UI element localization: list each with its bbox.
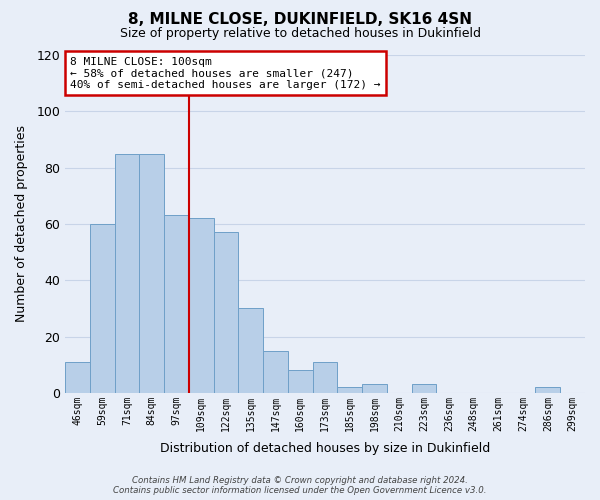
Bar xyxy=(65,362,90,393)
Bar xyxy=(115,154,139,393)
Bar xyxy=(238,308,263,393)
Text: Contains HM Land Registry data © Crown copyright and database right 2024.
Contai: Contains HM Land Registry data © Crown c… xyxy=(113,476,487,495)
X-axis label: Distribution of detached houses by size in Dukinfield: Distribution of detached houses by size … xyxy=(160,442,490,455)
Bar xyxy=(288,370,313,393)
Bar xyxy=(535,387,560,393)
Bar xyxy=(263,350,288,393)
Bar xyxy=(189,218,214,393)
Bar xyxy=(313,362,337,393)
Text: Size of property relative to detached houses in Dukinfield: Size of property relative to detached ho… xyxy=(119,28,481,40)
Bar xyxy=(412,384,436,393)
Y-axis label: Number of detached properties: Number of detached properties xyxy=(15,126,28,322)
Text: 8 MILNE CLOSE: 100sqm
← 58% of detached houses are smaller (247)
40% of semi-det: 8 MILNE CLOSE: 100sqm ← 58% of detached … xyxy=(70,56,381,90)
Bar xyxy=(164,216,189,393)
Bar xyxy=(362,384,387,393)
Bar xyxy=(337,387,362,393)
Bar xyxy=(139,154,164,393)
Bar xyxy=(214,232,238,393)
Text: 8, MILNE CLOSE, DUKINFIELD, SK16 4SN: 8, MILNE CLOSE, DUKINFIELD, SK16 4SN xyxy=(128,12,472,28)
Bar xyxy=(90,224,115,393)
